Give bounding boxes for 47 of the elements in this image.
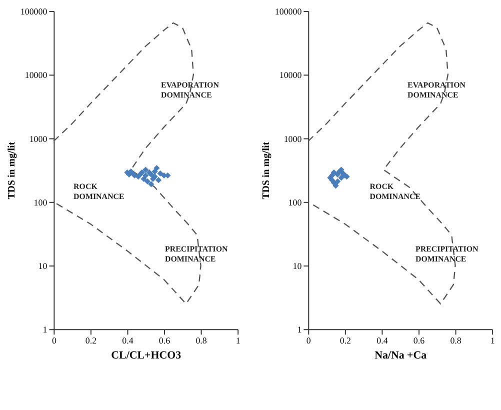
x-tick-label: 0.2 [85,336,97,346]
x-tick-label: 0.4 [122,336,134,346]
point [330,169,337,176]
x-tick-label: 0.8 [450,336,462,346]
x-tick-label: 0.2 [340,336,352,346]
y-axis-title: TDS in mg/lit [6,141,18,200]
y-tick-label: 1000 [29,134,48,144]
x-tick-label: 0.6 [158,336,171,346]
point [338,174,344,181]
point [132,172,138,179]
y-tick-label: 100000 [20,6,48,17]
point [148,181,154,188]
y-tick-label: 10 [38,260,48,271]
point [164,172,171,179]
annotation: EVAPORATION DOMINANCE [408,80,466,100]
x-tick-label: 1 [490,336,495,346]
x-axis-title: Na/Na +Ca [374,349,428,362]
y-axis-title: TDS in mg/lit [260,141,272,200]
point [334,178,341,184]
x-tick-label: 0.6 [413,336,426,346]
annotation: ROCK DOMINANCE [74,182,124,201]
y-tick-label: 1000 [284,134,302,144]
x-tick-label: 0.4 [376,336,388,346]
point [155,177,162,184]
y-tick-label: 10000 [24,70,48,80]
y-tick-label: 100 [34,197,48,208]
annotation: EVAPORATION DOMINANCE [161,80,220,100]
y-tick-label: 10000 [279,70,302,80]
y-tick-label: 100000 [274,6,302,17]
x-tick-label: 0 [306,336,312,346]
x-tick-label: 1 [236,336,240,346]
annotation: PRECIPITATION DOMINANCE [165,244,228,264]
x-axis-title: CL/CL+HCO3 [111,349,182,362]
annotation: ROCK DOMINANCE [370,182,421,201]
y-tick-label: 10 [292,260,302,271]
point [144,178,151,184]
x-tick-label: 0 [52,336,57,346]
x-tick-label: 0.8 [196,336,208,346]
point [142,172,149,179]
y-tick-label: 100 [288,197,302,208]
y-tick-label: 1 [42,324,48,335]
point [332,182,339,189]
y-tick-label: 1 [297,324,302,335]
point [142,166,149,173]
point [154,165,160,172]
point [157,170,164,177]
annotation: PRECIPITATION DOMINANCE [416,244,479,264]
